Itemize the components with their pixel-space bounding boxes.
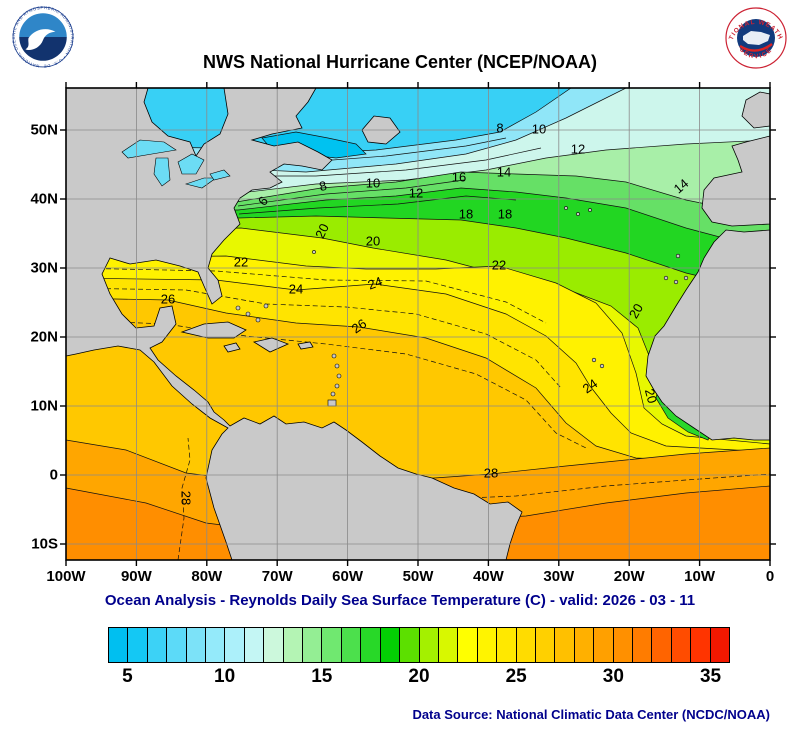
lat-axis-label: 10S xyxy=(31,535,58,553)
land-puerto-rico xyxy=(297,341,314,350)
colorbar-cell xyxy=(244,628,265,662)
data-source-note: Data Source: National Climatic Data Cent… xyxy=(412,707,770,722)
colorbar-cell xyxy=(516,628,536,662)
land-jamaica xyxy=(223,342,241,353)
lat-axis-label: 40N xyxy=(30,190,58,208)
colorbar-cell xyxy=(322,628,342,662)
colorbar-cell xyxy=(264,628,284,662)
nws-us-map-icon xyxy=(743,31,770,45)
colorbar-cell xyxy=(710,628,729,662)
lat-axis-label: 50N xyxy=(30,121,58,139)
colorbar-cell xyxy=(632,628,653,662)
page-title: NWS National Hurricane Center (NCEP/NOAA… xyxy=(202,52,598,72)
lake-superior xyxy=(121,139,177,159)
lon-axis-label: 10W xyxy=(684,568,716,585)
noaa-logo-sky xyxy=(19,13,67,37)
colorbar-cell xyxy=(380,628,401,662)
lon-axis-label: 30W xyxy=(543,568,575,585)
lat-axis-label: 20N xyxy=(30,328,58,346)
land-cuba xyxy=(180,321,247,339)
colorbar-cell xyxy=(438,628,459,662)
colorbar-cell xyxy=(419,628,439,662)
small-islands xyxy=(235,206,689,407)
lake-ontario xyxy=(209,169,231,181)
lon-axis-label: 80W xyxy=(191,568,223,585)
lat-axis-label: 30N xyxy=(30,259,58,277)
lon-axis-label: 70W xyxy=(261,568,293,585)
colorbar-cell xyxy=(303,628,323,662)
colorbar-tick-label: 20 xyxy=(408,666,430,687)
lat-axis-label: 0 xyxy=(49,466,58,484)
lon-axis-label: 60W xyxy=(332,568,364,585)
colorbar-cell xyxy=(594,628,614,662)
colorbar-tick-label: 30 xyxy=(602,666,624,687)
colorbar-cell xyxy=(206,628,226,662)
colorbar-cell xyxy=(128,628,148,662)
land-europe xyxy=(701,135,771,227)
colorbar-cell xyxy=(109,628,129,662)
colorbar-cell xyxy=(283,628,304,662)
lat-lon-grid xyxy=(66,88,770,560)
colorbar-tick-label: 25 xyxy=(505,666,527,687)
colorbar-cell xyxy=(691,628,711,662)
colorbar-cell xyxy=(225,628,245,662)
lon-axis-label: 20W xyxy=(613,568,645,585)
colorbar-tick-label: 10 xyxy=(214,666,236,687)
colorbar-cell xyxy=(361,628,381,662)
colorbar-cell xyxy=(477,628,498,662)
map-caption: Ocean Analysis - Reynolds Daily Sea Surf… xyxy=(104,592,696,609)
lon-axis-label: 50W xyxy=(402,568,434,585)
sst-map xyxy=(60,82,776,566)
colorbar-cell xyxy=(497,628,517,662)
colorbar-cell xyxy=(652,628,672,662)
land-africa xyxy=(645,229,771,441)
land-hispaniola xyxy=(252,337,290,353)
colorbar-tick-label: 5 xyxy=(122,666,133,687)
lat-axis-label: 10N xyxy=(30,397,58,415)
colorbar-cell xyxy=(186,628,207,662)
colorbar-cell xyxy=(147,628,168,662)
lon-axis-label: 40W xyxy=(472,568,504,585)
map-plot-area xyxy=(60,82,776,566)
colorbar-cell xyxy=(341,628,362,662)
lon-axis-label: 0 xyxy=(765,568,775,585)
noaa-logo: NATIONAL OCEANIC AND ATMOSPHERIC ADMINIS… xyxy=(12,6,74,68)
lon-axis-label: 90W xyxy=(120,568,152,585)
colorbar-cell xyxy=(574,628,595,662)
land-masses xyxy=(65,87,771,561)
colorbar-cell xyxy=(167,628,187,662)
colorbar-cell xyxy=(671,628,692,662)
lake-michigan xyxy=(153,157,171,187)
great-lakes xyxy=(121,139,231,189)
noaa-bird-icon xyxy=(25,29,56,51)
colorbar-cell xyxy=(535,628,556,662)
lake-huron xyxy=(177,153,205,175)
colorbar-cell xyxy=(613,628,633,662)
colorbar-tick-label: 15 xyxy=(311,666,333,687)
colorbar-cell xyxy=(555,628,575,662)
nws-logo: NATIONAL WEATHER SERVICE xyxy=(724,6,787,69)
colorbar-cell xyxy=(458,628,478,662)
axis-ticks xyxy=(60,82,776,566)
colorbar-tick-labels: 5 10 15 20 25 30 35 xyxy=(108,666,730,692)
land-americas xyxy=(65,87,523,561)
colorbar-cell xyxy=(400,628,420,662)
lon-axis-label: 100W xyxy=(46,568,86,585)
colorbar-tick-label: 35 xyxy=(699,666,722,687)
nws-red-swoosh-icon xyxy=(739,43,773,52)
colorbar xyxy=(108,627,730,663)
